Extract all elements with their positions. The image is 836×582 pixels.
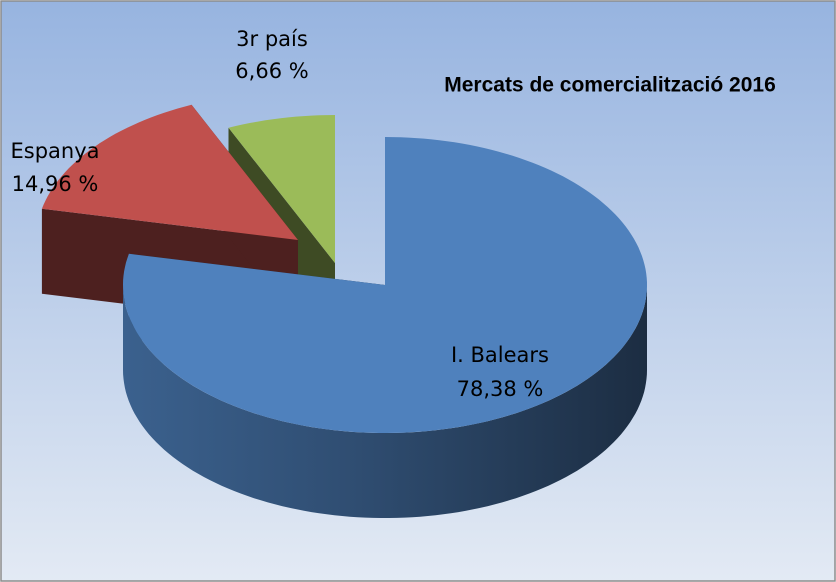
slice-value-label: 6,66 % bbox=[235, 59, 308, 83]
slice bbox=[41, 104, 299, 240]
slice-label: 3r país bbox=[236, 27, 308, 51]
slice-value-label: 14,96 % bbox=[12, 172, 99, 196]
slice-value-label: 78,38 % bbox=[457, 377, 544, 401]
slice bbox=[123, 137, 647, 433]
chart-title: Mercats de comercialització 2016 bbox=[444, 74, 776, 97]
slice-side bbox=[123, 285, 647, 518]
slice bbox=[228, 115, 335, 263]
slice-label: I. Balears bbox=[451, 343, 549, 367]
slice-label: Espanya bbox=[10, 139, 99, 163]
